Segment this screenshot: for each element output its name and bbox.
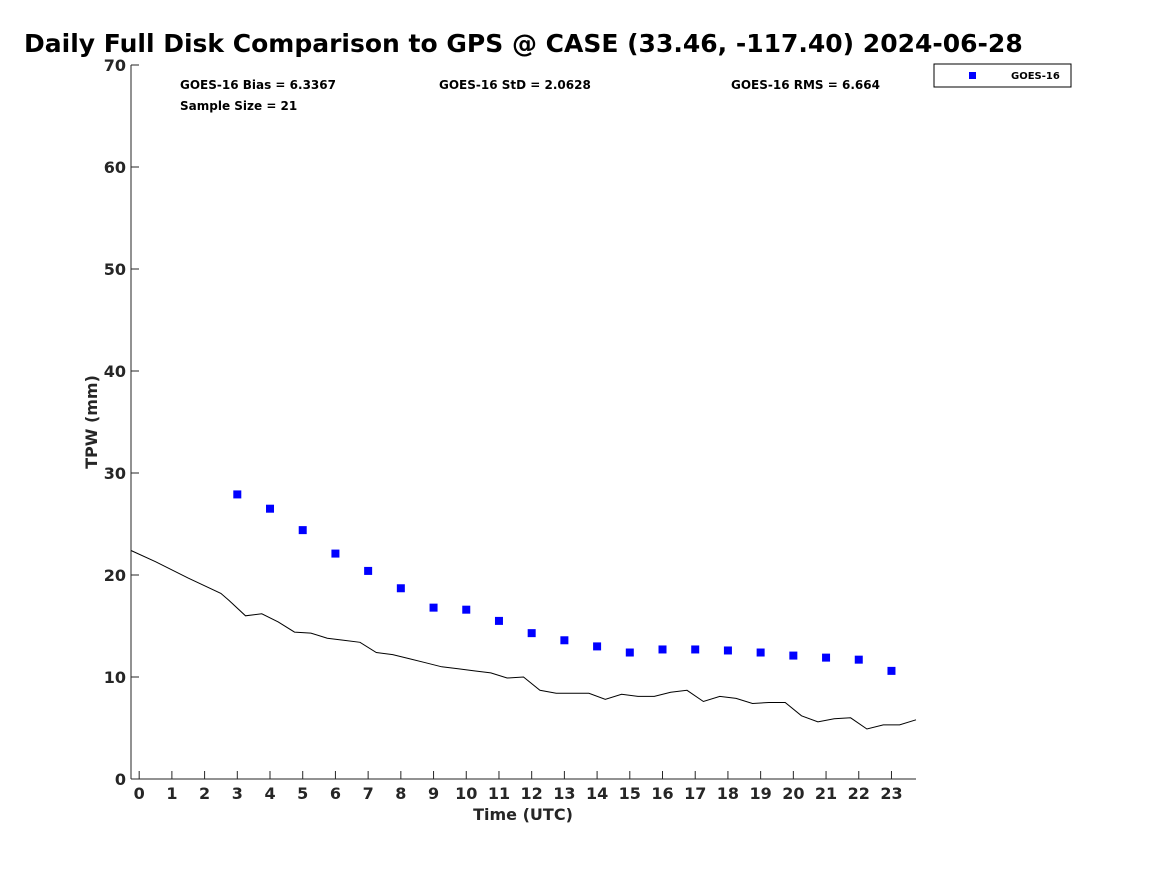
y-tick-label: 10 [104,668,126,687]
goes16-point [887,666,896,675]
stats-annotations: GOES-16 Bias = 6.3367 GOES-16 StD = 2.06… [180,78,880,113]
goes16-point [756,648,765,657]
goes16-point [298,526,307,535]
goes16-point [494,616,503,625]
y-tick-label: 50 [104,260,126,279]
x-tick-label: 3 [232,784,243,803]
y-axis-label: TPW (mm) [82,375,101,469]
x-tick-label: 6 [330,784,341,803]
x-ticks: 0 1 2 3 4 5 6 7 8 9 10 11 12 13 14 15 16 17 18 19 20 21 22 23 [134,771,903,803]
gps-tpw-line [130,550,917,730]
legend-marker-goes16 [969,72,976,79]
x-tick-label: 4 [264,784,275,803]
y-tick-label: 0 [115,770,126,789]
x-tick-label: 14 [586,784,608,803]
x-tick-label: 22 [848,784,870,803]
legend: GOES-16 [933,63,1072,88]
y-tick-label: 20 [104,566,126,585]
x-tick-label: 12 [521,784,543,803]
x-tick-label: 10 [455,784,477,803]
goes16-point [658,645,667,654]
stat-sample-size: Sample Size = 21 [180,99,297,113]
goes16-point [560,636,569,645]
goes16-point [364,566,373,575]
x-tick-label: 15 [619,784,641,803]
goes16-point [527,629,536,638]
gps-line-series [130,550,917,730]
x-tick-label: 21 [815,784,837,803]
goes16-point [233,490,242,499]
stat-bias: GOES-16 Bias = 6.3367 [180,78,336,92]
x-tick-label: 11 [488,784,510,803]
x-tick-label: 20 [782,784,804,803]
legend-box [933,63,1072,88]
x-tick-label: 5 [297,784,308,803]
y-tick-label: 40 [104,362,126,381]
x-tick-label: 18 [717,784,739,803]
y-tick-label: 60 [104,158,126,177]
goes16-point [462,605,471,614]
goes16-point [625,648,634,657]
goes16-point [723,646,732,655]
x-tick-label: 17 [684,784,706,803]
x-tick-label: 9 [428,784,439,803]
axes [130,65,916,780]
goes16-point [789,651,798,660]
x-axis-label: Time (UTC) [473,805,573,824]
x-tick-label: 13 [553,784,575,803]
stat-rms: GOES-16 RMS = 6.664 [731,78,880,92]
y-ticks: 0 10 20 30 40 50 60 70 [104,56,139,789]
goes16-point [396,584,405,593]
x-tick-label: 16 [651,784,673,803]
stat-std: GOES-16 StD = 2.0628 [439,78,591,92]
goes16-point [822,653,831,662]
goes16-point [593,642,602,651]
goes16-point [691,645,700,654]
x-tick-label: 7 [363,784,374,803]
x-tick-label: 0 [134,784,145,803]
goes16-point [331,549,340,558]
goes16-point [854,655,863,664]
x-tick-label: 1 [166,784,177,803]
x-tick-label: 8 [395,784,406,803]
goes16-point [429,603,438,612]
chart-title: Daily Full Disk Comparison to GPS @ CASE… [24,29,1023,58]
goes16-scatter-series [233,490,896,675]
x-tick-label: 19 [750,784,772,803]
y-tick-label: 70 [104,56,126,75]
legend-label-goes16: GOES-16 [1011,71,1060,82]
y-tick-label: 30 [104,464,126,483]
x-tick-label: 23 [880,784,902,803]
x-tick-label: 2 [199,784,210,803]
goes16-point [266,504,275,513]
